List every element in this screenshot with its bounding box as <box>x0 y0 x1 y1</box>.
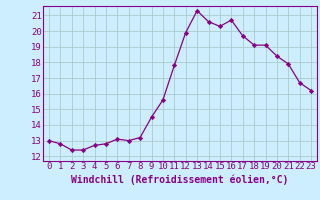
X-axis label: Windchill (Refroidissement éolien,°C): Windchill (Refroidissement éolien,°C) <box>71 174 289 185</box>
